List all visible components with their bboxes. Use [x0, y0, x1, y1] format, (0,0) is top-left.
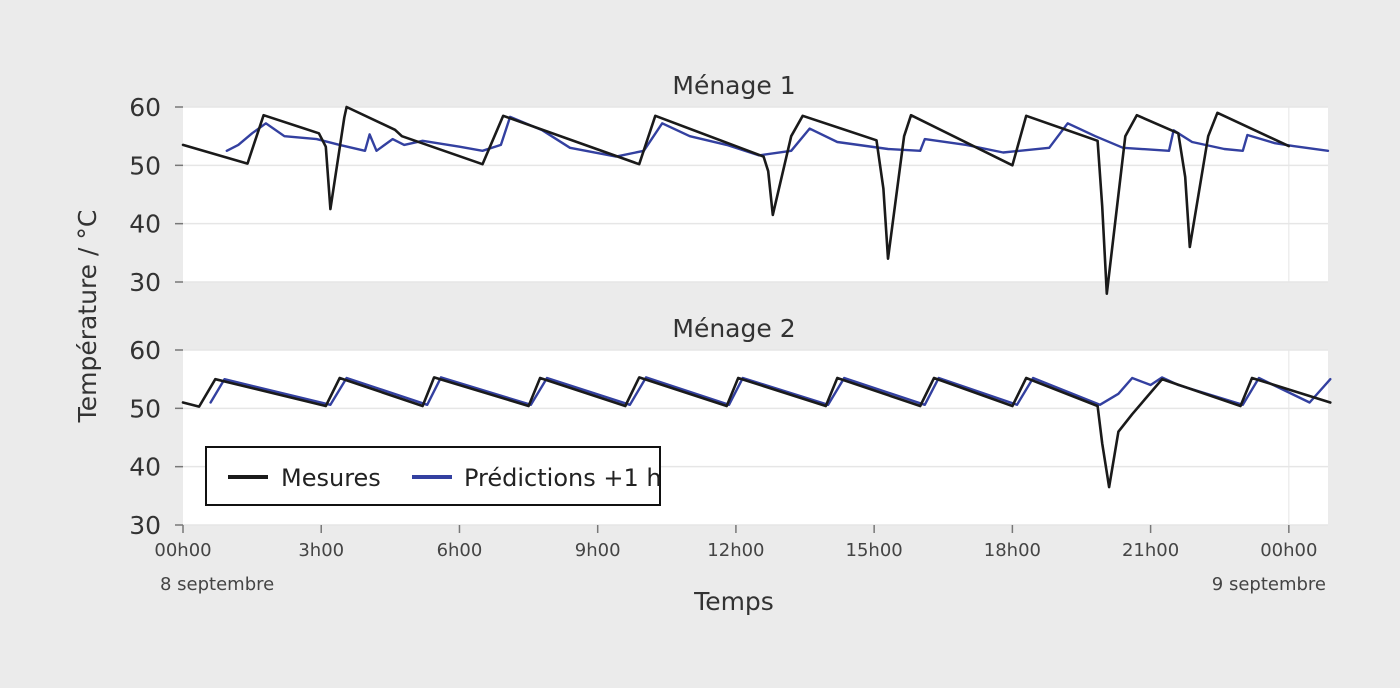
x-tick-label: 21h00 — [1122, 540, 1179, 561]
panel-2-y-tick-label: 40 — [129, 453, 161, 482]
x-tick-label: 9h00 — [575, 540, 621, 561]
panel-2-y-tick-label: 50 — [129, 394, 161, 423]
panel-1-series-mesures — [181, 105, 1291, 295]
legend-label-mesures: Mesures — [281, 464, 381, 492]
panel-1-title: Ménage 1 — [672, 71, 795, 100]
x-tick-label: 3h00 — [298, 540, 344, 561]
date-label-end: 9 septembre — [1212, 574, 1326, 595]
panel-1-y-tick-label: 40 — [129, 210, 161, 239]
panel-menage-1: Ménage 1 60 50 40 30 — [129, 71, 1330, 297]
x-tick-label: 6h00 — [437, 540, 483, 561]
panel-2-series-mesures — [181, 376, 1332, 489]
legend-label-predictions: Prédictions +1 h — [464, 464, 662, 492]
panel-1-series-predictions — [225, 115, 1330, 158]
x-axis-title: Temps — [693, 587, 774, 616]
panel-menage-2: Ménage 2 60 50 40 30 — [129, 314, 1332, 540]
x-tick-label: 18h00 — [984, 540, 1041, 561]
x-tick-label: 00h00 — [1260, 540, 1317, 561]
panel-2-title: Ménage 2 — [672, 314, 795, 343]
panel-2-y-tick-label: 30 — [129, 511, 161, 540]
date-label-start: 8 septembre — [160, 574, 274, 595]
x-tick-label: 00h00 — [154, 540, 211, 561]
panel-1-background — [183, 107, 1328, 282]
panel-1-y-tick-label: 60 — [129, 93, 161, 122]
y-axis-title: Température / °C — [73, 210, 102, 424]
panel-2-y-tick-label: 60 — [129, 336, 161, 365]
x-tick-label: 15h00 — [846, 540, 903, 561]
panel-1-y-tick-label: 50 — [129, 151, 161, 180]
legend: Mesures Prédictions +1 h — [205, 446, 662, 506]
x-axis: 00h00 3h00 6h00 9h00 12h00 15h00 18h00 21h00 00h… — [154, 525, 1317, 561]
x-tick-label: 12h00 — [707, 540, 764, 561]
panel-1-y-tick-label: 30 — [129, 268, 161, 297]
